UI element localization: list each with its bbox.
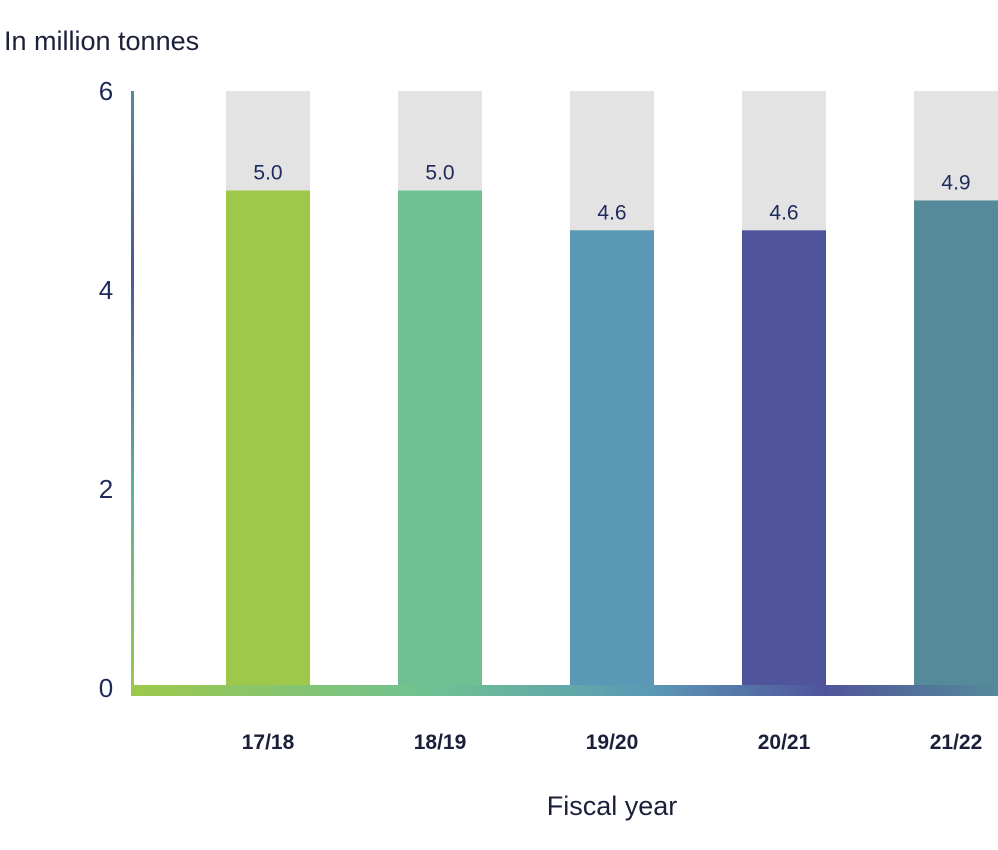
y-tick-label-1: 2 [99, 474, 113, 504]
value-label-1: 5.0 [425, 162, 454, 185]
bar-2 [570, 230, 654, 689]
x-tick-labels: 17/18 18/19 19/20 20/21 21/22 [242, 731, 983, 754]
value-label-2: 4.6 [597, 201, 626, 224]
category-label-0: 17/18 [242, 731, 295, 754]
y-tick-label-0: 0 [99, 673, 113, 703]
y-axis-line [131, 91, 134, 696]
bar-1 [398, 190, 482, 688]
category-label-2: 19/20 [586, 731, 639, 754]
value-label-0: 5.0 [253, 162, 282, 185]
bar-4 [914, 200, 998, 688]
value-label-3: 4.6 [769, 201, 798, 224]
value-label-4: 4.9 [941, 171, 970, 194]
category-label-4: 21/22 [930, 731, 983, 754]
y-tick-label-3: 6 [99, 76, 113, 106]
bar-0 [226, 190, 310, 688]
y-tick-label-2: 4 [99, 275, 113, 305]
x-axis-label: Fiscal year [547, 791, 678, 821]
y-axis-label: In million tonnes [4, 26, 199, 56]
bar-3 [742, 230, 826, 689]
y-tick-labels: 0 2 4 6 [99, 76, 113, 703]
x-axis-line [131, 685, 998, 696]
value-labels: 5.0 5.0 4.6 4.6 4.9 [253, 162, 970, 225]
bars [226, 190, 998, 689]
category-label-1: 18/19 [414, 731, 467, 754]
category-label-3: 20/21 [758, 731, 811, 754]
